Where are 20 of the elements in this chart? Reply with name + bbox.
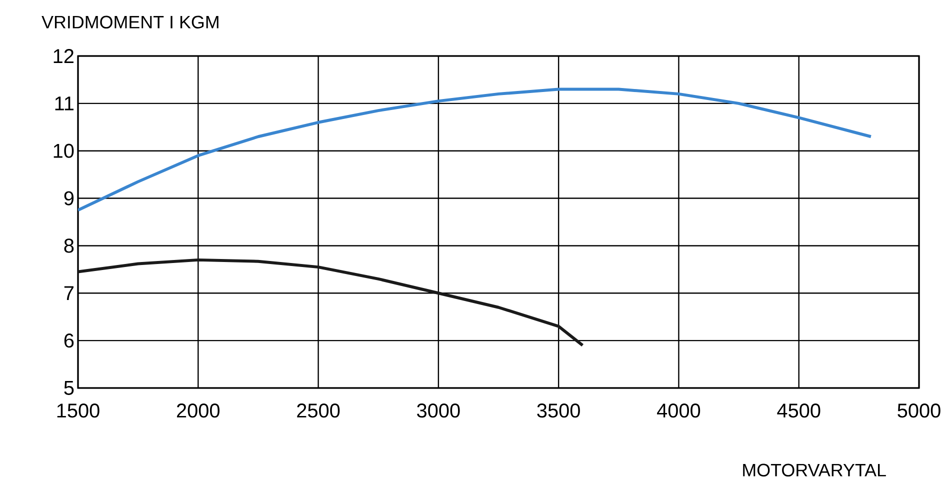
x-tick-label: 1500 bbox=[57, 404, 100, 418]
x-tick-label: 5000 bbox=[898, 404, 940, 418]
line-series bbox=[78, 258, 584, 347]
line-series bbox=[78, 88, 872, 212]
x-tick-label: 4500 bbox=[777, 404, 820, 418]
x-axis-title: MOTORVARYTAL bbox=[743, 464, 886, 476]
x-tick-label: 2500 bbox=[297, 404, 340, 418]
y-tick-label: 12 bbox=[54, 49, 74, 63]
y-tick-label: 8 bbox=[64, 238, 74, 253]
y-tick-label: 7 bbox=[64, 286, 74, 300]
x-tick-label: 2000 bbox=[176, 404, 220, 418]
x-tick-label: 4000 bbox=[657, 404, 700, 418]
x-tick-label: 3000 bbox=[417, 404, 460, 418]
y-tick-label: 9 bbox=[64, 191, 74, 206]
y-tick-label: 10 bbox=[54, 144, 74, 158]
y-tick-label: 11 bbox=[55, 96, 74, 110]
x-tick-label: 3500 bbox=[537, 404, 580, 418]
y-tick-label: 5 bbox=[64, 381, 74, 395]
y-tick-label: 6 bbox=[64, 334, 74, 348]
y-axis-title: VRIDMOMENT I KGM bbox=[42, 16, 218, 28]
